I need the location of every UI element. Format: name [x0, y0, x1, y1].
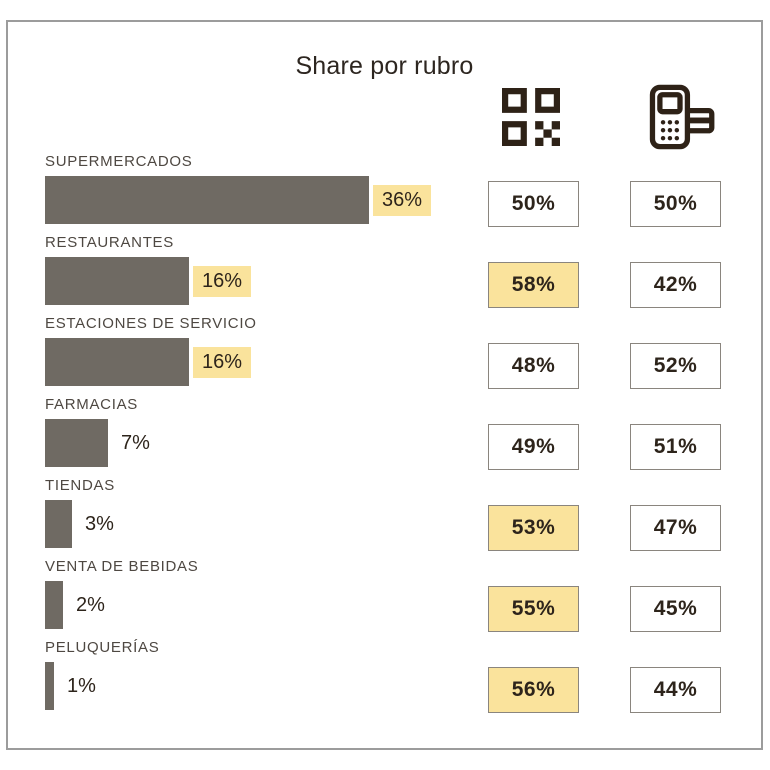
pos-share-box: 51%	[630, 424, 721, 470]
pos-share-box: 44%	[630, 667, 721, 713]
pos-terminal-icon	[644, 84, 716, 150]
share-bar-line: 1%	[45, 662, 105, 710]
row-estaciones-de-servicio: ESTACIONES DE SERVICIO 16% 48% 52%	[8, 315, 761, 396]
share-bar	[45, 581, 63, 629]
share-bar-line: 36%	[45, 176, 432, 224]
share-value: 7%	[121, 431, 150, 454]
category-rows: SUPERMERCADOS 36% 50% 50% RESTAURANTES 1…	[8, 153, 761, 723]
row-tiendas: TIENDAS 3% 53% 47%	[8, 477, 761, 558]
pos-share-box: 45%	[630, 586, 721, 632]
category-label: RESTAURANTES	[45, 234, 174, 251]
share-value: 1%	[67, 674, 96, 697]
qr-share-box: 50%	[488, 181, 579, 227]
share-bar-line: 16%	[45, 257, 252, 305]
share-bar-line: 2%	[45, 581, 114, 629]
share-bar	[45, 257, 189, 305]
chart-title: Share por rubro	[295, 52, 474, 80]
row-supermercados: SUPERMERCADOS 36% 50% 50%	[8, 153, 761, 234]
qr-share-box: 56%	[488, 667, 579, 713]
share-bar	[45, 338, 189, 386]
share-bar	[45, 419, 108, 467]
pos-share-box: 50%	[630, 181, 721, 227]
share-bar	[45, 176, 369, 224]
category-label: ESTACIONES DE SERVICIO	[45, 315, 257, 332]
row-peluquerias: PELUQUERÍAS 1% 56% 44%	[8, 639, 761, 720]
row-farmacias: FARMACIAS 7% 49% 51%	[8, 396, 761, 477]
qr-share-box: 58%	[488, 262, 579, 308]
category-label: VENTA DE BEBIDAS	[45, 558, 199, 575]
row-restaurantes: RESTAURANTES 16% 58% 42%	[8, 234, 761, 315]
share-bar-line: 7%	[45, 419, 159, 467]
share-value: 16%	[193, 346, 252, 378]
pos-share-box: 42%	[630, 262, 721, 308]
share-bar-line: 16%	[45, 338, 252, 386]
share-bar	[45, 500, 72, 548]
chart-frame: Share por rubro	[6, 20, 763, 750]
category-label: FARMACIAS	[45, 396, 138, 413]
row-venta-de-bebidas: VENTA DE BEBIDAS 2% 55% 45%	[8, 558, 761, 639]
qr-share-box: 48%	[488, 343, 579, 389]
qr-share-box: 53%	[488, 505, 579, 551]
pos-share-box: 47%	[630, 505, 721, 551]
qr-share-box: 55%	[488, 586, 579, 632]
category-label: SUPERMERCADOS	[45, 153, 193, 170]
share-value: 36%	[373, 184, 432, 216]
share-value: 16%	[193, 265, 252, 297]
share-bar-line: 3%	[45, 500, 123, 548]
qr-share-box: 49%	[488, 424, 579, 470]
pos-share-box: 52%	[630, 343, 721, 389]
share-bar	[45, 662, 54, 710]
share-value: 2%	[76, 593, 105, 616]
category-label: TIENDAS	[45, 477, 115, 494]
share-value: 3%	[85, 512, 114, 535]
category-label: PELUQUERÍAS	[45, 639, 160, 656]
qr-code-icon	[502, 88, 560, 146]
